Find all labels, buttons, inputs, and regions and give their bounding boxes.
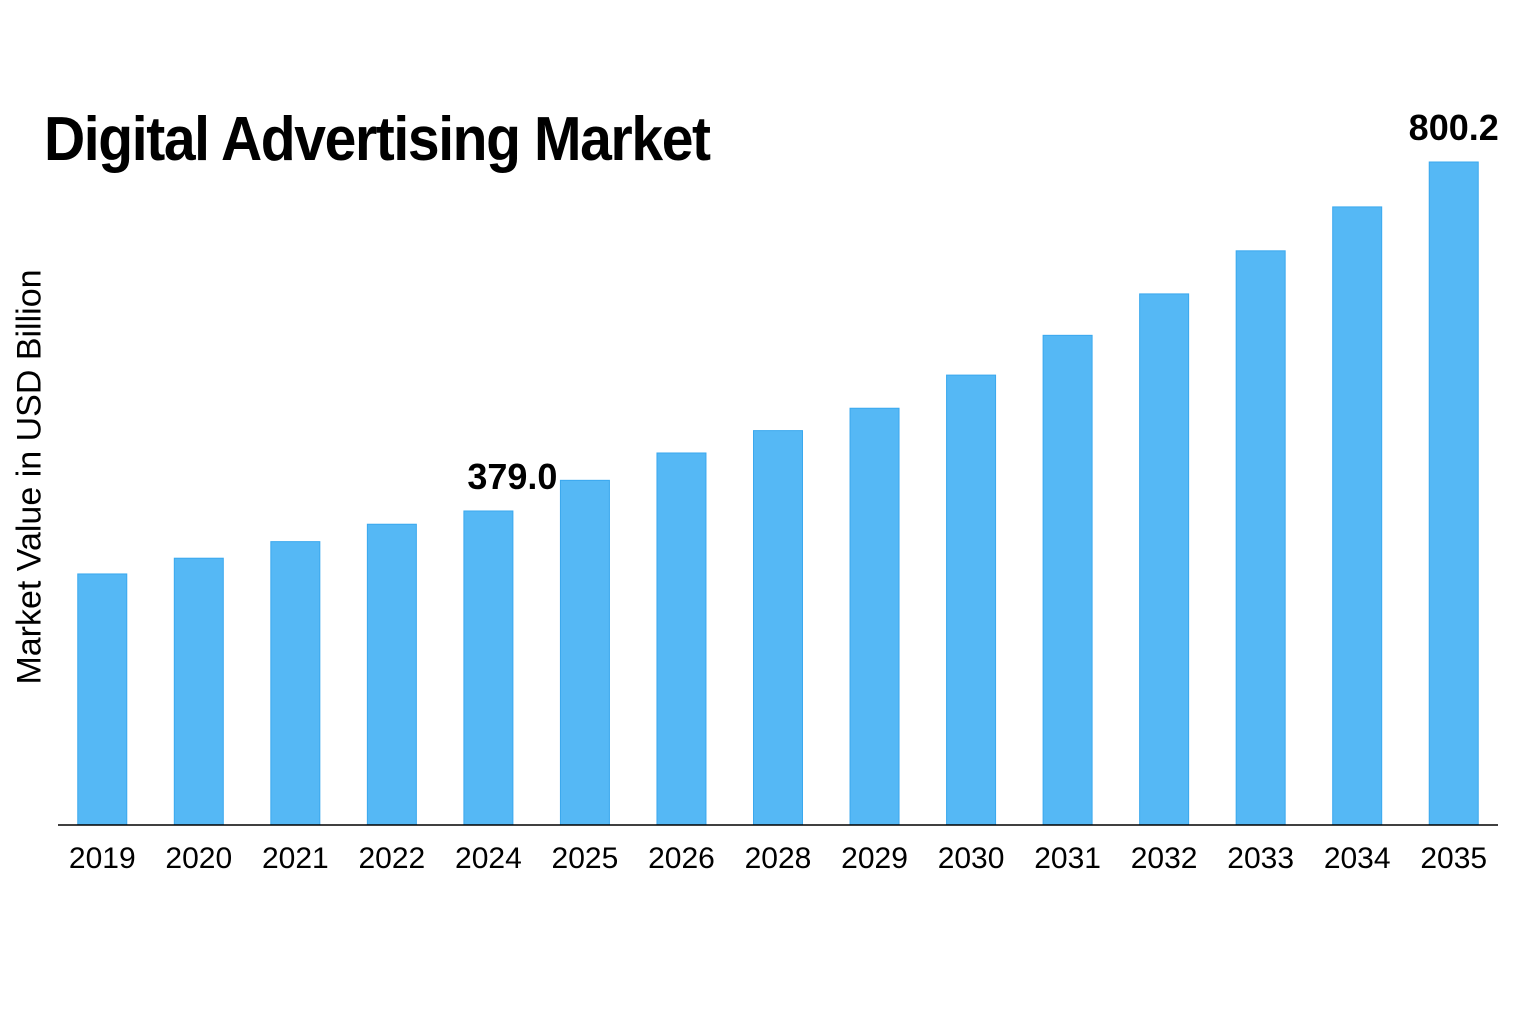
x-tick-label: 2033 bbox=[1227, 842, 1294, 875]
bar-2021 bbox=[270, 541, 321, 826]
data-label-2024: 379.0 bbox=[467, 456, 557, 497]
bar-2035 bbox=[1428, 161, 1479, 826]
chart-title: Digital Advertising Market bbox=[44, 105, 711, 174]
bar-2020 bbox=[173, 557, 224, 826]
bar-2032 bbox=[1139, 293, 1190, 826]
bar-2033 bbox=[1235, 250, 1286, 826]
bar-2029 bbox=[849, 407, 900, 826]
x-tick-label: 2024 bbox=[455, 842, 522, 875]
bar-2030 bbox=[946, 374, 997, 826]
x-tick-label: 2026 bbox=[648, 842, 715, 875]
x-tick-label: 2030 bbox=[938, 842, 1005, 875]
bar-2025 bbox=[559, 479, 610, 826]
x-tick-label: 2022 bbox=[358, 842, 425, 875]
x-tick-label: 2021 bbox=[262, 842, 329, 875]
x-tick-label: 2028 bbox=[745, 842, 812, 875]
x-tick-label: 2034 bbox=[1324, 842, 1391, 875]
bar-2024 bbox=[463, 510, 514, 826]
bar-2028 bbox=[753, 430, 803, 826]
x-tick-label: 2025 bbox=[552, 842, 619, 875]
x-tick-label: 2031 bbox=[1034, 842, 1101, 875]
x-tick-label: 2019 bbox=[69, 842, 136, 875]
x-tick-label: 2032 bbox=[1131, 842, 1198, 875]
bar-2031 bbox=[1042, 334, 1093, 826]
bar-2026 bbox=[656, 452, 707, 826]
x-tick-label: 2035 bbox=[1420, 842, 1487, 875]
x-tick-label: 2029 bbox=[841, 842, 908, 875]
bar-2022 bbox=[366, 523, 417, 826]
bar-2019 bbox=[77, 573, 128, 826]
bar-2034 bbox=[1332, 206, 1383, 826]
x-tick-label: 2020 bbox=[165, 842, 232, 875]
data-label-2035: 800.2 bbox=[1409, 107, 1499, 148]
